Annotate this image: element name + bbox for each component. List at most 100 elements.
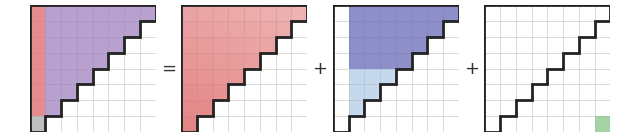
Bar	[364, 68, 380, 84]
Bar	[244, 53, 260, 68]
Bar	[181, 37, 197, 53]
Bar	[29, 37, 45, 53]
Bar	[349, 84, 364, 100]
Bar	[396, 53, 412, 68]
Bar	[181, 116, 197, 132]
Bar	[364, 53, 380, 68]
Bar	[228, 68, 244, 84]
Bar	[380, 37, 396, 53]
Bar	[77, 21, 93, 37]
Bar	[349, 21, 364, 37]
Bar	[181, 100, 197, 116]
Bar	[212, 84, 228, 100]
Bar	[380, 53, 396, 68]
Bar	[260, 21, 276, 37]
Bar	[244, 21, 260, 37]
Bar	[276, 21, 291, 37]
Bar	[349, 37, 364, 53]
Bar	[412, 37, 428, 53]
Bar	[61, 21, 77, 37]
Bar	[29, 100, 45, 116]
Bar	[197, 84, 212, 100]
Bar	[108, 5, 124, 21]
Bar	[349, 5, 364, 21]
Bar	[29, 5, 45, 21]
Bar	[197, 21, 212, 37]
Bar	[364, 37, 380, 53]
Bar	[45, 37, 61, 53]
Bar	[124, 21, 140, 37]
Bar	[93, 53, 108, 68]
Bar	[77, 53, 93, 68]
Bar	[140, 5, 156, 21]
Bar	[197, 53, 212, 68]
Text: =: =	[161, 59, 176, 78]
Bar	[29, 53, 45, 68]
Text: +: +	[312, 59, 328, 78]
Bar	[29, 116, 45, 132]
Bar	[364, 5, 380, 21]
Bar	[45, 53, 61, 68]
Bar	[93, 5, 108, 21]
Bar	[228, 37, 244, 53]
Bar	[364, 21, 380, 37]
Bar	[45, 21, 61, 37]
Bar	[228, 21, 244, 37]
Bar	[181, 21, 197, 37]
Bar	[349, 68, 364, 84]
Bar	[412, 21, 428, 37]
Bar	[61, 53, 77, 68]
Bar	[45, 84, 61, 100]
Bar	[260, 5, 276, 21]
Bar	[45, 5, 61, 21]
Bar	[45, 100, 61, 116]
Bar	[61, 68, 77, 84]
Bar	[595, 116, 611, 132]
Bar	[396, 5, 412, 21]
Bar	[197, 100, 212, 116]
Bar	[77, 5, 93, 21]
Bar	[197, 5, 212, 21]
Bar	[93, 21, 108, 37]
Bar	[244, 37, 260, 53]
Bar	[61, 5, 77, 21]
Bar	[212, 53, 228, 68]
Bar	[276, 5, 291, 21]
Bar	[364, 84, 380, 100]
Bar	[412, 5, 428, 21]
Bar	[244, 5, 260, 21]
Bar	[443, 5, 459, 21]
Bar	[29, 68, 45, 84]
Bar	[29, 84, 45, 100]
Bar	[181, 5, 197, 21]
Bar	[61, 37, 77, 53]
Bar	[428, 21, 443, 37]
Bar	[61, 84, 77, 100]
Bar	[212, 21, 228, 37]
Bar	[212, 68, 228, 84]
Bar	[45, 68, 61, 84]
Bar	[291, 5, 307, 21]
Bar	[124, 5, 140, 21]
Bar	[380, 21, 396, 37]
Bar	[77, 68, 93, 84]
Bar	[380, 68, 396, 84]
Bar	[108, 37, 124, 53]
Bar	[181, 68, 197, 84]
Text: +: +	[464, 59, 479, 78]
Bar	[349, 53, 364, 68]
Bar	[212, 37, 228, 53]
Bar	[228, 5, 244, 21]
Bar	[108, 21, 124, 37]
Bar	[197, 37, 212, 53]
Bar	[77, 37, 93, 53]
Bar	[212, 5, 228, 21]
Bar	[228, 53, 244, 68]
Bar	[181, 53, 197, 68]
Bar	[396, 37, 412, 53]
Bar	[349, 100, 364, 116]
Bar	[181, 84, 197, 100]
Bar	[428, 5, 443, 21]
Bar	[380, 5, 396, 21]
Bar	[260, 37, 276, 53]
